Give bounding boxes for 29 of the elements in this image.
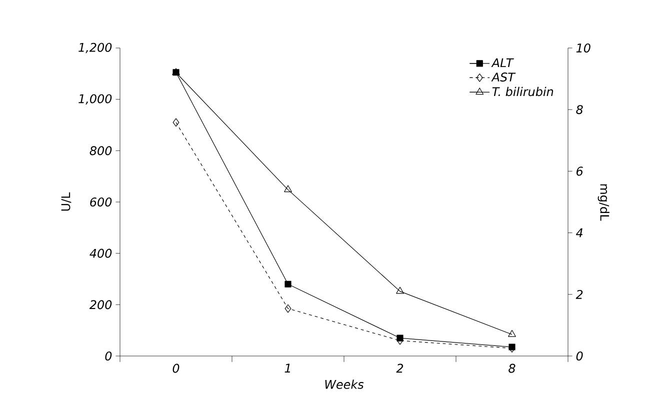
- x-tick-label: 2: [396, 364, 404, 373]
- x-axis-title: Weeks: [325, 380, 364, 389]
- y2-tick-label: 2: [576, 290, 583, 299]
- y-tick-label: 1,000: [78, 94, 112, 104]
- y-axis-title: U/L: [61, 192, 72, 211]
- x-tick-label: 1: [284, 364, 290, 372]
- y2-axis-title: mg/dL: [598, 184, 610, 221]
- y2-tick-label: 10: [576, 43, 590, 53]
- point: [284, 304, 292, 313]
- x-tick-label: 0: [172, 364, 180, 373]
- y-tick-label: 200: [89, 300, 112, 310]
- point: [396, 286, 404, 294]
- y2-tick-label: 6: [576, 166, 583, 176]
- point: [284, 185, 292, 192]
- point: [508, 330, 516, 337]
- y-tick-label: 0: [105, 351, 112, 361]
- y-tick-label: 800: [90, 146, 112, 156]
- y-tick-label: 1,200: [78, 42, 112, 54]
- point: [172, 118, 180, 127]
- legend-label: AST: [491, 72, 516, 82]
- y-tick-label: 400: [90, 248, 112, 258]
- legend-label: T. bilirubin: [492, 86, 554, 96]
- y-tick-label: 600: [90, 197, 112, 207]
- x-tick-label: 8: [508, 364, 516, 373]
- y2-tick-label: 4: [576, 228, 583, 238]
- y2-tick-label: 8: [576, 105, 583, 114]
- legend-label: ALT: [491, 58, 514, 68]
- point: [284, 280, 292, 288]
- y2-tick-label: 0: [576, 351, 583, 361]
